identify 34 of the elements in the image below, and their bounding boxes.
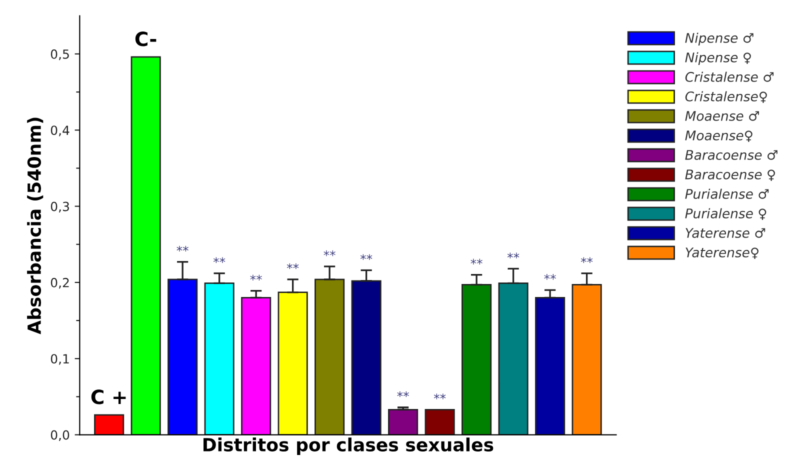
data-label: C +	[91, 390, 126, 404]
y-tick-label: 0,1	[50, 354, 69, 365]
legend-label: Yaterense♀	[686, 248, 758, 259]
legend-label: Purialense ♀	[685, 208, 766, 220]
data-label: **	[397, 391, 409, 398]
data-label: C-	[135, 32, 156, 46]
y-tick-label: 0,4	[50, 126, 70, 136]
legend-label: Yaterense ♂	[686, 228, 766, 238]
legend-label: Cristalense♀	[685, 91, 767, 103]
data-label: **	[250, 274, 262, 280]
legend-label: Nipense ♂	[685, 32, 754, 46]
legend-label: Nipense ♀	[685, 52, 751, 65]
legend-label: Moaense♀	[685, 130, 752, 142]
data-label: **	[580, 257, 593, 263]
legend-label: Moaense ♂	[685, 111, 759, 121]
y-tick-label: 0,2	[50, 278, 69, 289]
data-label: **	[176, 246, 188, 252]
legend-label: Baracoense ♂	[685, 150, 778, 160]
y-tick-label: 0,5	[50, 49, 69, 60]
data-label: **	[286, 263, 299, 270]
y-axis-title: Absorbancia (540nm)	[27, 118, 44, 334]
data-label: **	[470, 258, 482, 264]
data-label: **	[544, 274, 556, 280]
legend-label: Purialense ♂	[685, 188, 769, 199]
data-label: **	[213, 257, 226, 263]
data-label: **	[360, 254, 372, 260]
legend-label: Baracoense ♀	[685, 170, 775, 181]
y-tick-label: 0,3	[50, 202, 69, 212]
y-tick-label: 0,0	[50, 430, 70, 441]
data-label: **	[507, 252, 520, 258]
data-label: **	[434, 394, 446, 400]
legend-label: Cristalense ♂	[685, 72, 774, 82]
x-axis-title: Distritos por clases sexuales	[204, 438, 494, 456]
data-label: **	[324, 250, 336, 256]
